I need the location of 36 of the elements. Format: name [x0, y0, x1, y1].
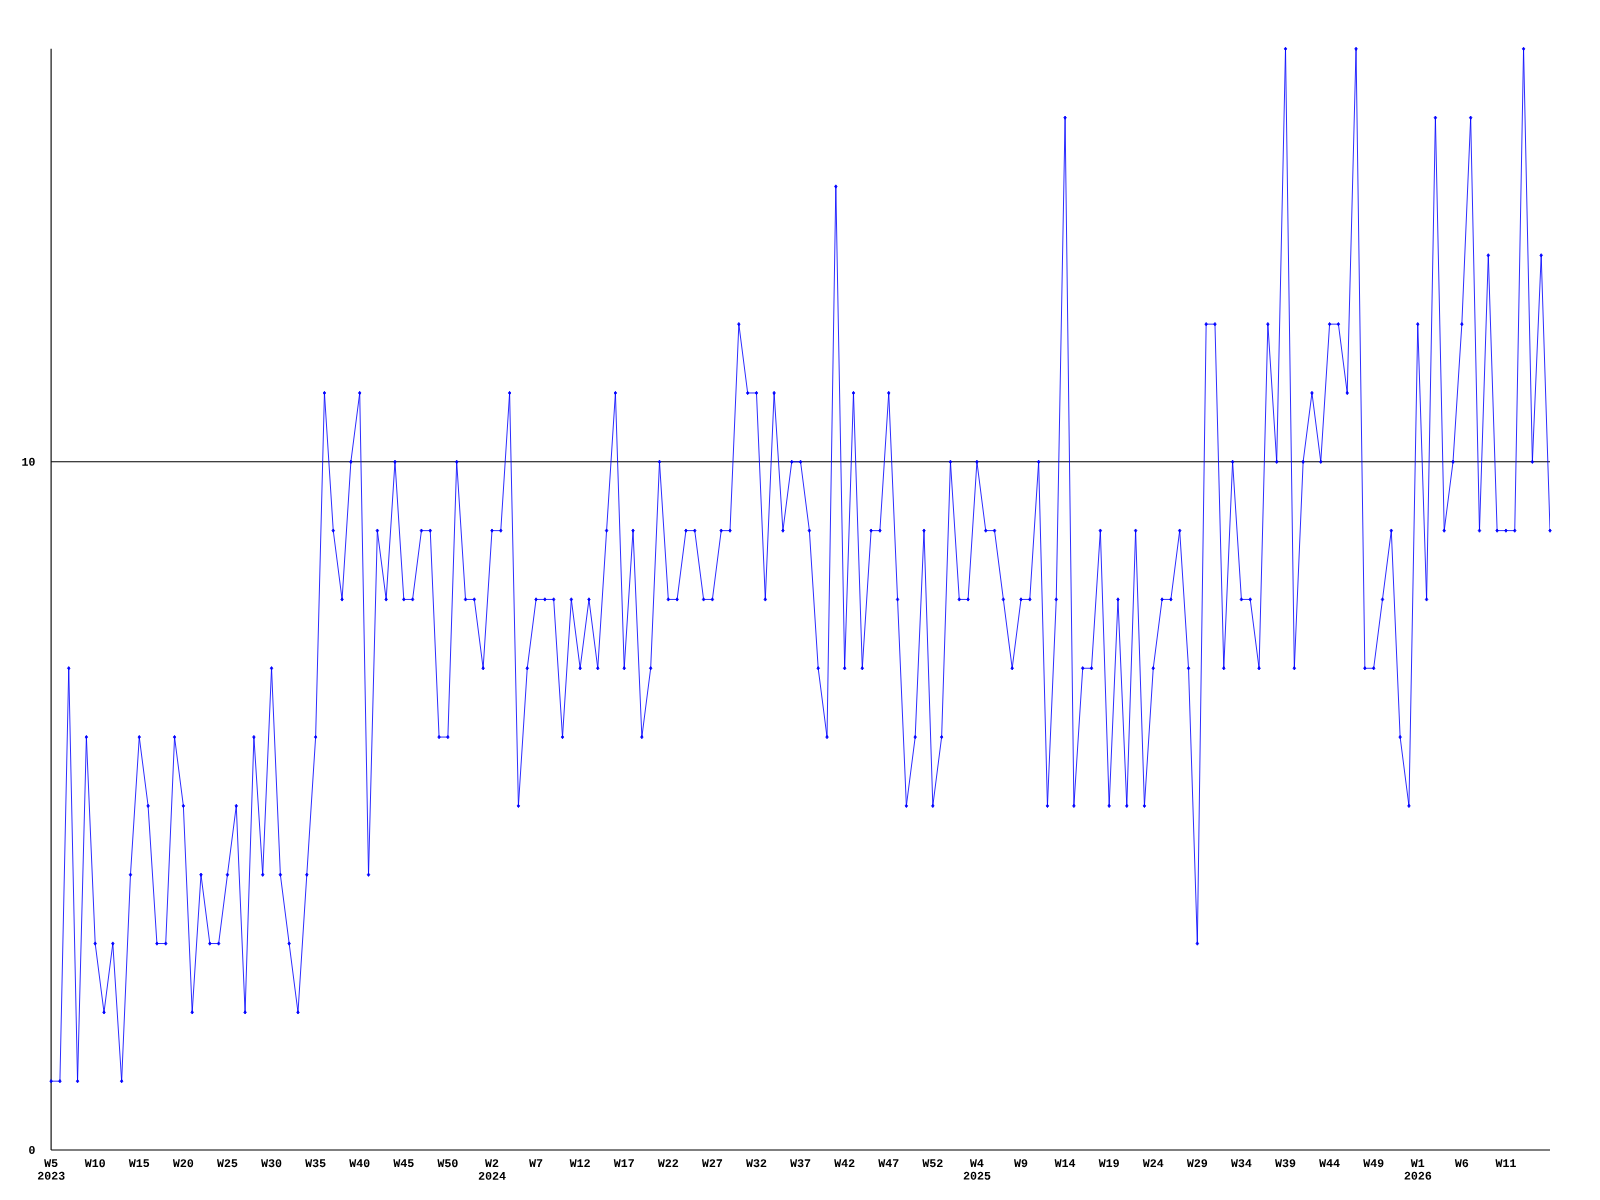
x-tick-label: W22 — [657, 1159, 679, 1167]
x-tick-label: W42 — [834, 1159, 855, 1167]
x-tick-label: W45 — [393, 1159, 414, 1168]
x-tick-label: W39 — [1275, 1159, 1296, 1168]
x-tick-label: W1 2026 — [1404, 1159, 1432, 1180]
y-tick-label: 0 — [29, 1146, 35, 1154]
x-tick-label: W15 — [128, 1159, 150, 1168]
y-tick-label: 10 — [22, 457, 35, 466]
x-tick-label: W19 — [1098, 1159, 1119, 1168]
x-tick-label: W14 — [1054, 1159, 1076, 1167]
x-tick-label: W29 — [1186, 1159, 1208, 1168]
x-tick-label: W10 — [84, 1159, 105, 1168]
x-tick-label: W44 — [1319, 1159, 1340, 1167]
x-tick-label: W47 — [878, 1159, 899, 1167]
x-tick-label: W7 — [529, 1159, 543, 1167]
x-tick-label: W9 — [1014, 1159, 1028, 1168]
x-tick-label: W37 — [790, 1159, 811, 1168]
x-tick-label: W49 — [1363, 1159, 1384, 1168]
x-tick-label: W32 — [746, 1159, 767, 1168]
x-tick-label: W4 2025 — [963, 1159, 991, 1180]
x-tick-label: W17 — [613, 1159, 634, 1167]
x-tick-label: W6 — [1454, 1159, 1469, 1168]
x-tick-label: W5 2023 — [37, 1159, 65, 1180]
x-tick-label: W35 — [305, 1159, 326, 1168]
x-tick-label: W27 — [701, 1159, 723, 1167]
x-tick-label: W40 — [349, 1159, 370, 1168]
x-tick-label: W52 — [922, 1159, 943, 1168]
x-tick-label: W30 — [261, 1159, 282, 1168]
x-tick-label: W24 — [1142, 1159, 1164, 1167]
x-tick-label: W34 — [1230, 1159, 1252, 1168]
x-tick-label: W12 — [569, 1159, 590, 1167]
x-tick-label: W2 2024 — [478, 1159, 506, 1180]
x-tick-label: W20 — [172, 1159, 194, 1168]
x-tick-label: W50 — [437, 1159, 458, 1168]
x-tick-label: W25 — [216, 1159, 238, 1168]
x-tick-label: W11 — [1495, 1159, 1516, 1167]
